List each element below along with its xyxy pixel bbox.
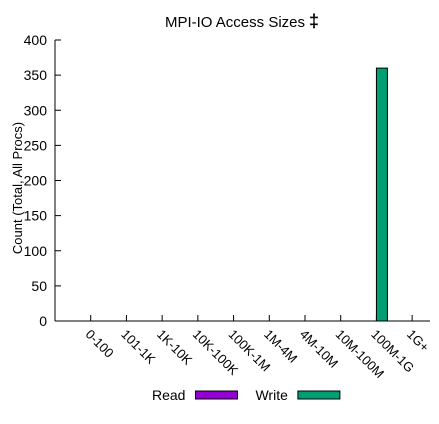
legend: Read Write bbox=[152, 387, 341, 403]
y-tick-labels: 0 50 100 150 200 250 300 350 400 bbox=[24, 32, 48, 329]
y-tick-label: 250 bbox=[24, 137, 48, 153]
y-tick-label: 50 bbox=[31, 278, 47, 294]
y-tick-label: 150 bbox=[24, 208, 48, 224]
legend-swatch-read bbox=[194, 390, 238, 400]
axes bbox=[54, 39, 430, 322]
chart-title-text: MPI-IO Access Sizes bbox=[165, 14, 305, 31]
legend-label-write: Write bbox=[255, 387, 288, 403]
title-symbol: ‡ bbox=[309, 11, 319, 31]
legend-swatch-write bbox=[297, 390, 341, 400]
y-tick-label: 100 bbox=[24, 243, 48, 259]
x-tick-label: 0-100 bbox=[83, 327, 117, 361]
x-tick-label: 4M-10M bbox=[297, 327, 341, 371]
y-tick-label: 0 bbox=[39, 313, 47, 329]
x-tick-label: 1G+ bbox=[404, 327, 432, 355]
y-tick-label: 350 bbox=[24, 67, 48, 83]
bar-write-100M-1G bbox=[375, 67, 388, 322]
x-tick-label: 101-1K bbox=[118, 327, 158, 367]
y-axis-label: Count (Total, All Procs) bbox=[10, 122, 25, 254]
bars bbox=[375, 67, 388, 322]
y-tick-label: 300 bbox=[24, 102, 48, 118]
y-tick-label: 200 bbox=[24, 173, 48, 189]
legend-label-read: Read bbox=[152, 387, 185, 403]
x-tick-labels: 0-100 101-1K1K-10K10K-100K100K-1M1M-4M4M-… bbox=[83, 327, 433, 382]
chart-title: MPI-IO Access Sizes ‡ bbox=[165, 11, 319, 31]
x-tick-label: 1K-10K bbox=[154, 327, 196, 369]
y-tick-label: 400 bbox=[24, 32, 48, 48]
